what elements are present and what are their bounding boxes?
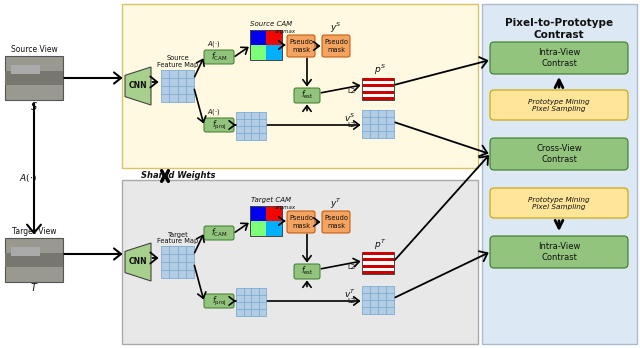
Bar [5, 238, 63, 282]
FancyBboxPatch shape [287, 35, 315, 57]
Text: $f_{\mathregular{est}}$: $f_{\mathregular{est}}$ [301, 89, 314, 101]
Bar [362, 97, 394, 100]
Text: Source CAM: Source CAM [250, 21, 292, 27]
Text: $f_{\mathregular{proj}}$: $f_{\mathregular{proj}}$ [212, 118, 227, 132]
Bar [362, 264, 394, 268]
Bar [161, 70, 194, 102]
Text: Cross-View
Contrast: Cross-View Contrast [536, 144, 582, 164]
Bar [122, 4, 478, 168]
Text: $A(\cdot)$: $A(\cdot)$ [207, 39, 221, 49]
FancyBboxPatch shape [490, 188, 628, 218]
Text: Intra-View
Contrast: Intra-View Contrast [538, 48, 580, 68]
Polygon shape [125, 67, 151, 105]
Bar [362, 252, 394, 274]
FancyBboxPatch shape [204, 226, 234, 240]
FancyBboxPatch shape [490, 90, 628, 120]
FancyBboxPatch shape [490, 42, 628, 74]
Polygon shape [125, 243, 151, 281]
Text: L2: L2 [347, 264, 355, 270]
Bar [5, 71, 63, 85]
Bar [122, 180, 478, 344]
Text: $p^T$: $p^T$ [374, 238, 386, 252]
Text: $p^S$: $p^S$ [374, 63, 386, 77]
FancyBboxPatch shape [287, 211, 315, 233]
Text: argmax: argmax [275, 206, 296, 211]
Text: $y^S$: $y^S$ [330, 21, 342, 35]
Text: Pseudo
mask: Pseudo mask [289, 40, 313, 53]
FancyBboxPatch shape [204, 118, 234, 132]
Bar [11, 247, 40, 255]
Text: Target
Feature Map: Target Feature Map [157, 231, 198, 245]
FancyBboxPatch shape [204, 294, 234, 308]
Text: Pseudo
mask: Pseudo mask [324, 40, 348, 53]
FancyBboxPatch shape [294, 88, 320, 103]
FancyBboxPatch shape [322, 211, 350, 233]
Text: Prototype Mining
Pixel Sampling: Prototype Mining Pixel Sampling [528, 196, 590, 209]
Text: Target View: Target View [12, 228, 56, 237]
Text: Prototype Mining
Pixel Sampling: Prototype Mining Pixel Sampling [528, 98, 590, 112]
Text: Target CAM: Target CAM [251, 197, 291, 203]
Text: $f_{\mathregular{CAM}}$: $f_{\mathregular{CAM}}$ [211, 227, 227, 239]
Text: CNN: CNN [129, 258, 147, 267]
Text: $f_{\mathregular{proj}}$: $f_{\mathregular{proj}}$ [212, 294, 227, 308]
Bar [5, 253, 63, 267]
FancyBboxPatch shape [490, 138, 628, 170]
FancyBboxPatch shape [204, 50, 234, 64]
Text: Pseudo
mask: Pseudo mask [289, 215, 313, 229]
Bar [362, 78, 394, 81]
Bar [362, 252, 394, 255]
Bar [250, 30, 282, 60]
Text: L2: L2 [347, 298, 355, 304]
Bar [5, 56, 63, 100]
FancyBboxPatch shape [490, 236, 628, 268]
FancyBboxPatch shape [294, 264, 320, 279]
Bar [362, 84, 394, 87]
Text: $v^S$: $v^S$ [344, 112, 356, 124]
Bar [362, 78, 394, 100]
Text: CNN: CNN [129, 81, 147, 90]
Bar [362, 271, 394, 274]
Bar [236, 288, 266, 316]
Text: Source
Feature Map: Source Feature Map [157, 55, 198, 69]
Text: Pixel-to-Prototype
Contrast: Pixel-to-Prototype Contrast [505, 18, 613, 40]
Text: $S$: $S$ [30, 100, 38, 112]
Text: Source View: Source View [11, 46, 58, 55]
Bar [161, 246, 194, 278]
Text: Intra-View
Contrast: Intra-View Contrast [538, 242, 580, 262]
Bar [362, 258, 394, 261]
Text: $A(\cdot)$: $A(\cdot)$ [207, 107, 221, 117]
Text: $y^T$: $y^T$ [330, 197, 342, 211]
Bar [250, 206, 282, 236]
Bar [362, 110, 394, 138]
Text: argmax: argmax [275, 30, 296, 34]
Text: $T$: $T$ [29, 281, 38, 293]
Text: $A(\cdot)$: $A(\cdot)$ [19, 172, 37, 184]
Bar [362, 286, 394, 314]
Text: $f_{\mathregular{est}}$: $f_{\mathregular{est}}$ [301, 265, 314, 277]
Bar [482, 4, 637, 344]
FancyBboxPatch shape [322, 35, 350, 57]
Text: $v^T$: $v^T$ [344, 288, 356, 300]
Bar [362, 90, 394, 94]
Text: L2: L2 [347, 122, 355, 128]
Text: Shared Weights: Shared Weights [141, 172, 215, 181]
Text: $f_{\mathregular{CAM}}$: $f_{\mathregular{CAM}}$ [211, 51, 227, 63]
Bar [11, 65, 40, 73]
Bar [236, 112, 266, 140]
Text: L2: L2 [347, 88, 355, 94]
Text: Pseudo
mask: Pseudo mask [324, 215, 348, 229]
